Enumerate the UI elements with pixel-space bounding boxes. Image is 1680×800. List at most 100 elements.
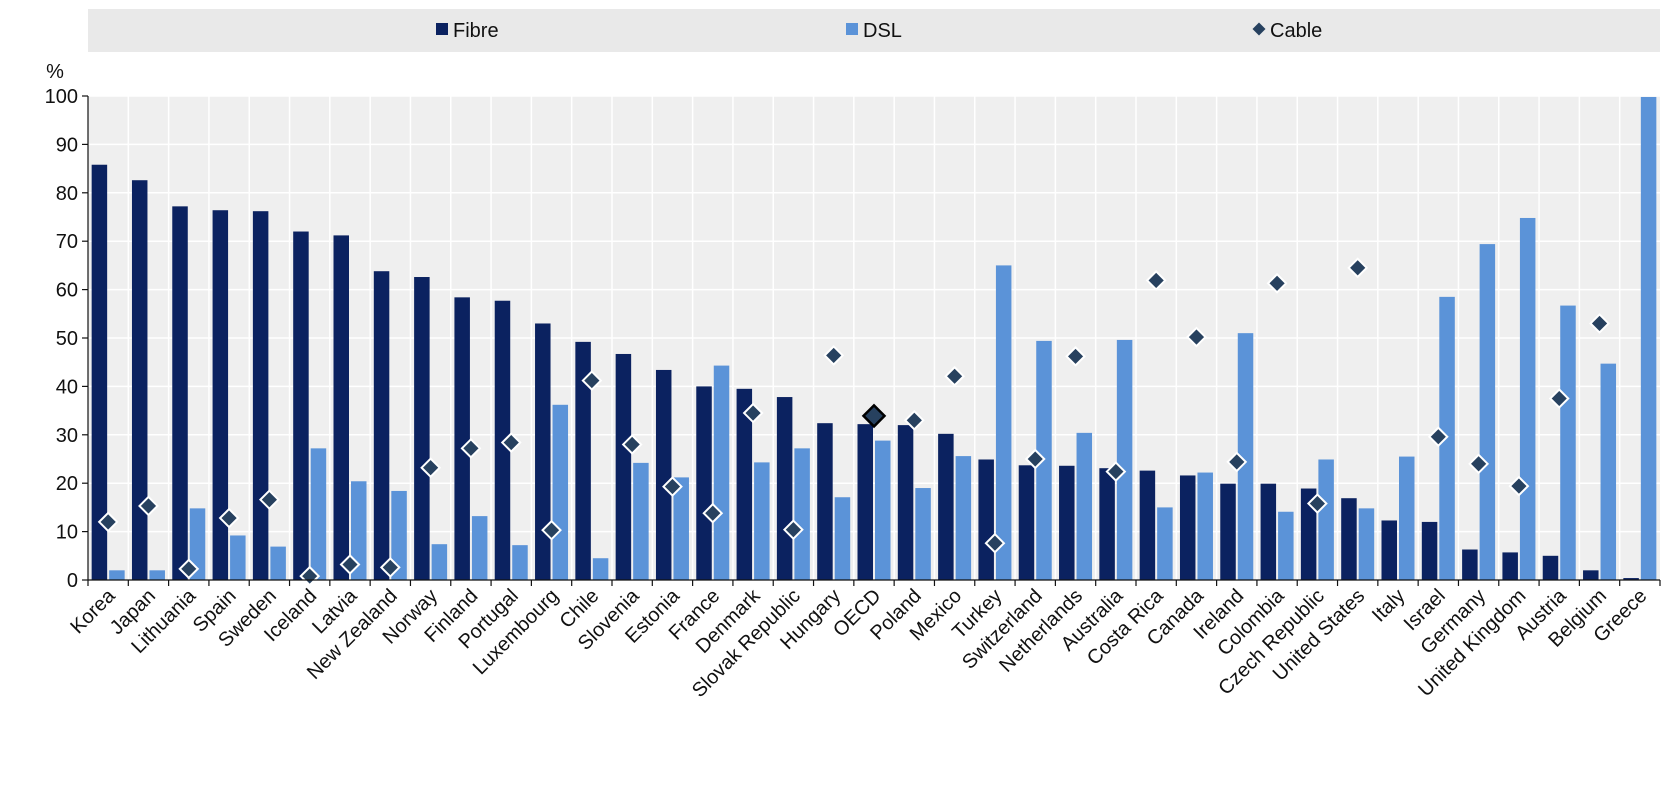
- marker-cable-iceland: [299, 565, 321, 587]
- bar-fibre-slovenia: [615, 353, 632, 580]
- bar-fibre-latvia: [333, 235, 349, 580]
- bar-fibre-italy: [1381, 520, 1397, 580]
- y-tick-label-10: 10: [56, 522, 78, 544]
- bar-dsl-canada: [1197, 472, 1213, 580]
- y-tick-label-100: 100: [45, 86, 78, 108]
- marker-cable-spain: [218, 507, 240, 529]
- bar-dsl-austria: [1560, 305, 1576, 580]
- marker-cable-portugal: [500, 432, 522, 453]
- legend-label-fibre: Fibre: [453, 20, 499, 42]
- bar-dsl-israel: [1439, 296, 1455, 580]
- legend-swatch-cable: [1252, 22, 1266, 36]
- bar-fibre-netherlands: [1059, 465, 1075, 580]
- y-tick-label-20: 20: [56, 473, 78, 495]
- marker-cable-mexico: [944, 365, 966, 387]
- bar-fibre-ireland: [1220, 483, 1236, 580]
- y-tick-label-40: 40: [56, 376, 78, 398]
- bar-fibre-estonia: [655, 369, 672, 580]
- marker-cable-korea: [97, 511, 119, 533]
- marker-cable-netherlands: [1065, 345, 1086, 367]
- bar-fibre-hungary: [817, 423, 833, 580]
- x-axis-labels: KoreaJapanLithuaniaSpainSwedenIcelandLat…: [66, 584, 1651, 702]
- marker-cable-slovak-republic: [782, 519, 804, 541]
- marker-cable-poland: [903, 409, 925, 431]
- bar-dsl-czech-republic: [1318, 459, 1334, 580]
- bar-fibre-germany: [1462, 549, 1478, 580]
- y-tick-label-50: 50: [56, 328, 78, 350]
- legend-swatch-dsl: [846, 23, 858, 35]
- bar-fibre-slovak-republic: [776, 397, 793, 580]
- marker-cable-hungary: [823, 345, 845, 366]
- y-tick-label-90: 90: [56, 134, 78, 156]
- marker-cable-united-kingdom: [1508, 475, 1530, 497]
- bar-fibre-korea: [91, 164, 108, 580]
- bar-dsl-norway: [431, 544, 448, 580]
- bar-fibre-czech-republic: [1300, 488, 1317, 580]
- y-axis-label: %: [46, 61, 64, 83]
- bar-dsl-spain: [230, 535, 246, 580]
- bar-dsl-iceland: [310, 448, 327, 580]
- marker-cable-turkey: [984, 532, 1006, 554]
- marker-cable-japan: [138, 495, 159, 517]
- bar-dsl-sweden: [270, 546, 286, 580]
- bar-dsl-luxembourg: [552, 404, 569, 580]
- bar-dsl-oecd: [875, 440, 891, 580]
- bar-fibre-new-zealand: [373, 271, 390, 580]
- bar-fibre-switzerland: [1018, 465, 1035, 580]
- marker-cable-ireland: [1226, 451, 1248, 473]
- bar-dsl-united-kingdom: [1519, 217, 1536, 580]
- marker-cable-czech-republic: [1306, 493, 1328, 514]
- bar-dsl-slovenia: [633, 462, 649, 580]
- gridlines: [88, 95, 1660, 580]
- bar-fibre-turkey: [978, 459, 994, 580]
- bar-dsl-japan: [149, 570, 165, 580]
- bar-fibre-chile: [575, 341, 591, 580]
- bar-fibre-denmark: [736, 388, 753, 580]
- legend-swatch-fibre: [436, 23, 448, 35]
- bar-dsl-france: [713, 365, 730, 580]
- bar-dsl-new-zealand: [391, 490, 407, 580]
- marker-cable-france: [702, 502, 724, 524]
- bar-fibre-belgium: [1583, 570, 1599, 580]
- cable-markers: [97, 257, 1610, 587]
- bar-fibre-united-kingdom: [1502, 552, 1518, 580]
- bar-dsl-estonia: [673, 477, 689, 580]
- marker-cable-sweden: [258, 489, 280, 511]
- marker-cable-new-zealand: [379, 557, 401, 578]
- bar-dsl-mexico: [955, 456, 972, 580]
- marker-cable-norway: [420, 457, 442, 479]
- marker-cable-canada: [1186, 326, 1207, 348]
- bar-dsl-chile: [592, 558, 609, 580]
- bar-fibre-mexico: [938, 433, 954, 580]
- marker-cable-estonia: [662, 476, 683, 498]
- bar-fibre-israel: [1421, 521, 1438, 580]
- bar-fibre-oecd: [857, 424, 873, 580]
- marker-cable-luxembourg: [541, 519, 562, 541]
- bar-dsl-turkey: [995, 265, 1012, 580]
- bar-fibre-portugal: [494, 300, 511, 580]
- bar-dsl-united-states: [1358, 508, 1375, 580]
- bar-fibre-iceland: [293, 231, 309, 580]
- legend-background: [88, 9, 1660, 52]
- bar-fibre-canada: [1179, 475, 1196, 580]
- marker-cable-israel: [1427, 426, 1449, 448]
- bar-dsl-greece: [1640, 96, 1657, 580]
- marker-cable-latvia: [339, 554, 361, 575]
- bar-fibre-sweden: [252, 211, 269, 580]
- bar-dsl-netherlands: [1076, 432, 1093, 580]
- bar-fibre-poland: [897, 425, 914, 580]
- y-tick-label-0: 0: [67, 570, 78, 592]
- bar-fibre-finland: [454, 297, 470, 580]
- marker-cable-united-states: [1347, 257, 1369, 279]
- legend: Fibre DSL Cable: [436, 20, 1322, 42]
- bar-dsl-denmark: [754, 462, 770, 580]
- bar-dsl-ireland: [1237, 333, 1254, 580]
- marker-cable-colombia: [1266, 272, 1288, 294]
- legend-label-cable: Cable: [1270, 20, 1322, 42]
- marker-cable-costa-rica: [1145, 269, 1167, 291]
- bar-fibre-united-states: [1341, 498, 1357, 580]
- y-tick-label-60: 60: [56, 280, 78, 302]
- bar-fibre-austria: [1542, 555, 1559, 580]
- marker-cable-oecd: [861, 403, 887, 429]
- bar-fibre-colombia: [1260, 483, 1277, 580]
